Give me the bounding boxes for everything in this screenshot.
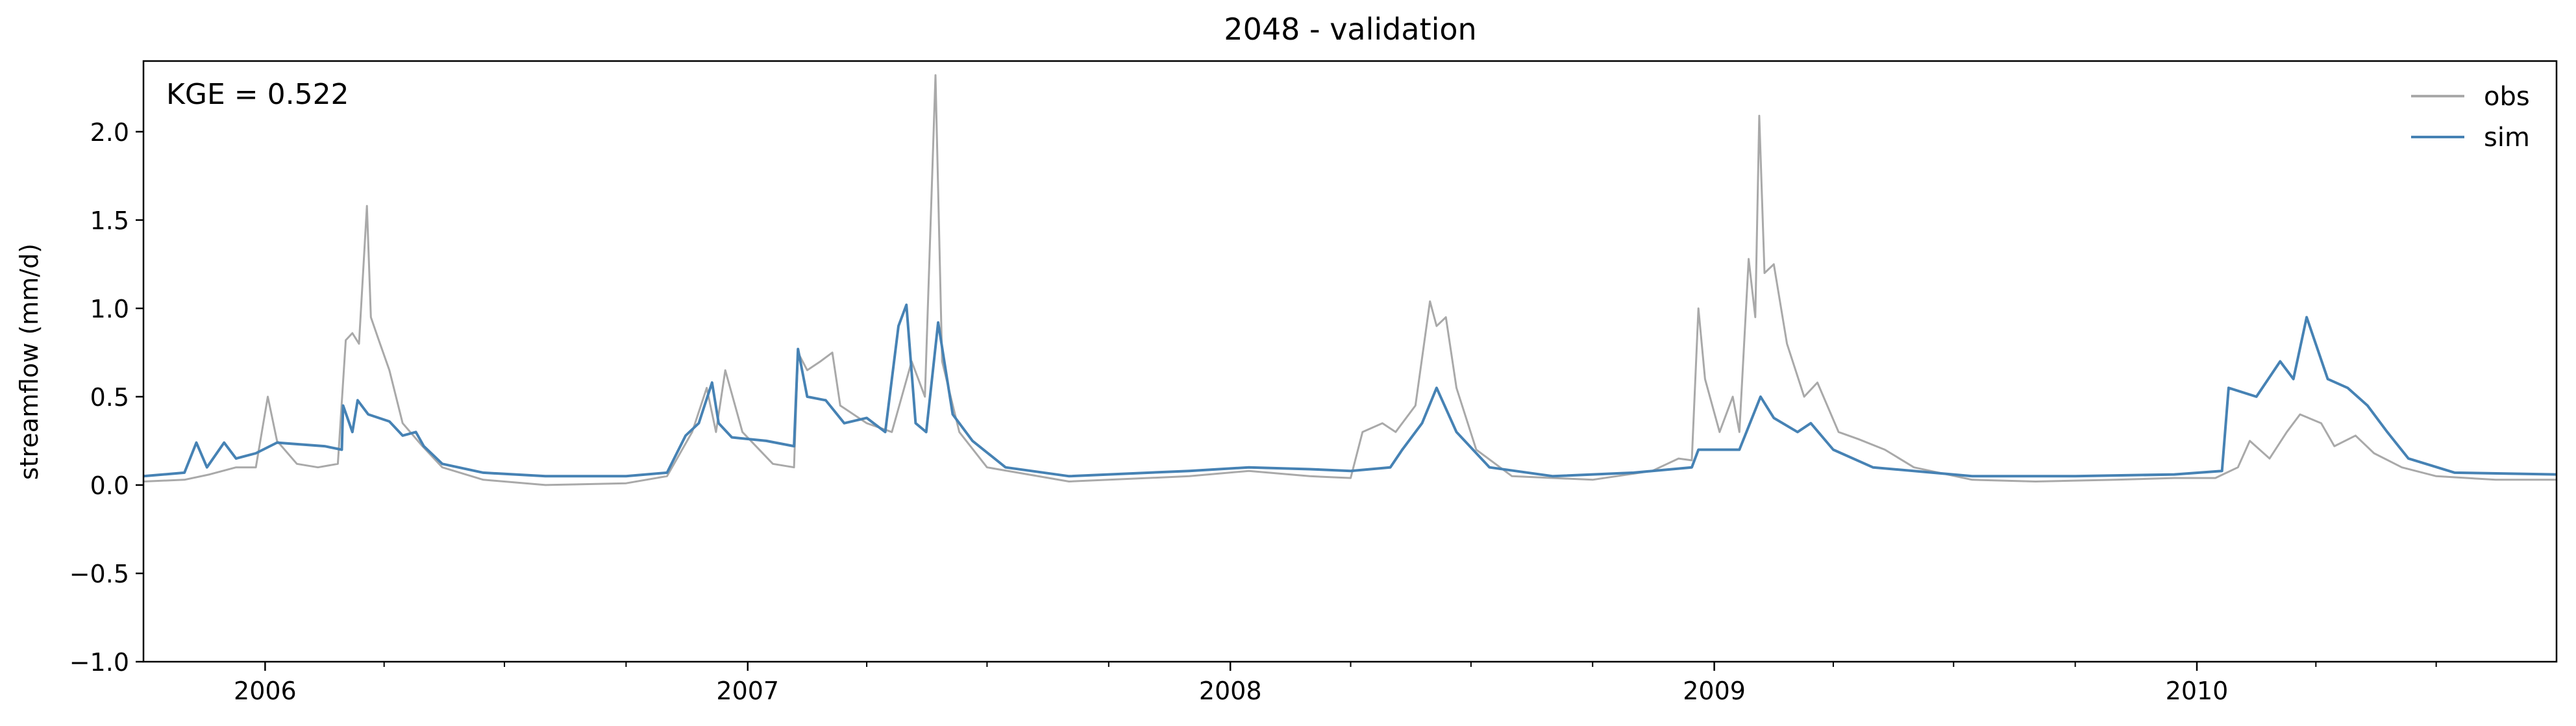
- legend-label-sim: sim: [2484, 123, 2530, 153]
- legend: obs sim: [2411, 82, 2530, 153]
- y-axis-ticks: −1.0 −0.5 0.0 0.5 1.0 1.5 2.0: [69, 118, 143, 677]
- x-tick-label: 2010: [2166, 677, 2229, 705]
- y-tick-label: 1.5: [90, 207, 129, 235]
- x-axis-ticks: 2006 2007 2008 2009 2010: [234, 662, 2437, 705]
- y-axis-label: streamflow (mm/d): [15, 244, 43, 480]
- x-tick-label: 2007: [716, 677, 779, 705]
- y-tick-label: 1.0: [90, 295, 129, 323]
- y-tick-label: −0.5: [69, 560, 129, 588]
- y-tick-label: 0.0: [90, 471, 129, 500]
- plot-series: [143, 74, 2557, 486]
- y-tick-label: 2.0: [90, 118, 129, 147]
- x-tick-label: 2009: [1683, 677, 1746, 705]
- y-tick-label: 0.5: [90, 383, 129, 412]
- series-line-sim: [143, 303, 2557, 478]
- chart-title: 2048 - validation: [1224, 12, 1476, 47]
- x-tick-label: 2006: [234, 677, 297, 705]
- x-tick-label: 2008: [1199, 677, 1262, 705]
- plot-frame: [142, 60, 2558, 663]
- y-tick-label: −1.0: [69, 648, 129, 677]
- kge-annotation: KGE = 0.522: [166, 78, 349, 111]
- series-line-obs: [143, 74, 2557, 486]
- legend-label-obs: obs: [2484, 82, 2530, 112]
